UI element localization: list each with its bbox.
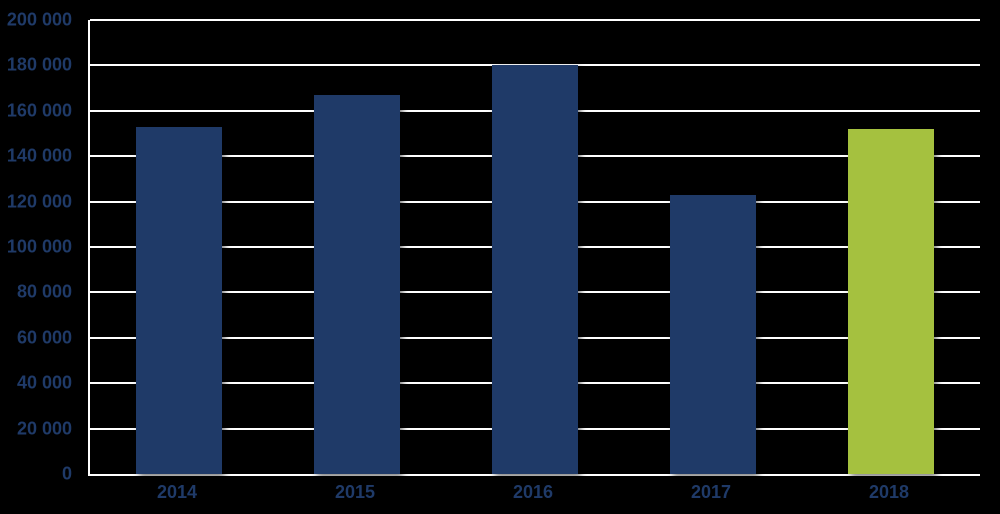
y-tick-label: 180 000 bbox=[7, 55, 72, 76]
bar-chart: 0 20 000 40 000 60 000 80 000 100 000 120 000 1… bbox=[0, 0, 1000, 514]
y-tick-label: 120 000 bbox=[7, 191, 72, 212]
x-tick-label: 2016 bbox=[513, 482, 553, 503]
x-tick-label: 2014 bbox=[157, 482, 197, 503]
bars-layer bbox=[90, 20, 980, 474]
bar bbox=[136, 127, 221, 474]
y-tick-label: 160 000 bbox=[7, 100, 72, 121]
plot-area bbox=[88, 20, 980, 476]
y-tick-label: 0 bbox=[62, 464, 72, 485]
bar bbox=[848, 129, 933, 474]
y-axis-labels: 0 20 000 40 000 60 000 80 000 100 000 120 000 1… bbox=[0, 0, 80, 514]
x-axis-labels: 2014 2015 2016 2017 2018 bbox=[88, 478, 978, 508]
y-tick-label: 100 000 bbox=[7, 237, 72, 258]
x-tick-label: 2017 bbox=[691, 482, 731, 503]
bar bbox=[492, 65, 577, 474]
bar bbox=[314, 95, 399, 474]
y-tick-label: 80 000 bbox=[17, 282, 72, 303]
y-tick-label: 20 000 bbox=[17, 418, 72, 439]
y-tick-label: 200 000 bbox=[7, 10, 72, 31]
x-tick-label: 2018 bbox=[869, 482, 909, 503]
y-tick-label: 40 000 bbox=[17, 373, 72, 394]
y-tick-label: 60 000 bbox=[17, 327, 72, 348]
x-tick-label: 2015 bbox=[335, 482, 375, 503]
y-tick-label: 140 000 bbox=[7, 146, 72, 167]
bar bbox=[670, 195, 755, 474]
